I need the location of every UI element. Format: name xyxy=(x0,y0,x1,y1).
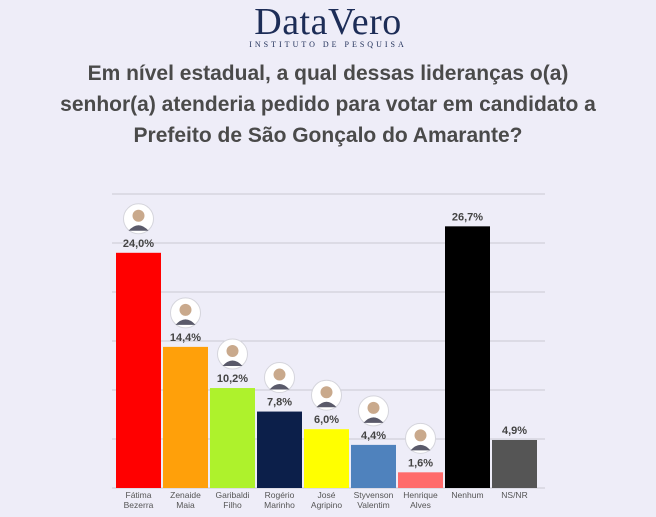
bar xyxy=(492,439,537,488)
data-label: 10,2% xyxy=(217,373,248,385)
brand-logo: DataVero INSTITUTO DE PESQUISA xyxy=(0,2,656,49)
bar xyxy=(163,346,208,488)
bar xyxy=(210,388,255,488)
category-label: Fátima xyxy=(126,490,152,500)
candidate-photo-body xyxy=(410,444,431,451)
chart-title: Em nível estadual, a qual dessas lideran… xyxy=(0,58,656,151)
category-label: Alves xyxy=(410,500,431,510)
category-label: Marinho xyxy=(264,500,295,510)
candidate-photo-body xyxy=(316,401,337,408)
data-label: 7,8% xyxy=(267,397,292,409)
category-label: Valentim xyxy=(357,500,389,510)
chart-title-line-1: Em nível estadual, a qual dessas lideran… xyxy=(87,62,569,85)
category-label: Agripino xyxy=(311,500,342,510)
category-label: Styvenson xyxy=(354,490,394,500)
bar xyxy=(398,472,443,488)
data-label: 6,0% xyxy=(314,414,339,426)
category-label: José xyxy=(318,490,336,500)
category-label: Garibaldi xyxy=(215,490,249,500)
category-label: Filho xyxy=(223,500,242,510)
chart-title-line-3: Prefeito de São Gonçalo do Amarante? xyxy=(133,124,523,147)
candidate-photo-body xyxy=(363,417,384,423)
candidate-photo-head xyxy=(273,368,286,381)
brand-subtitle: INSTITUTO DE PESQUISA xyxy=(249,40,407,49)
bar xyxy=(257,411,302,488)
data-label: 24,0% xyxy=(123,238,154,250)
candidate-photo-head xyxy=(179,303,192,316)
candidate-photo-head xyxy=(320,386,333,399)
category-label: Rogério xyxy=(265,490,295,500)
candidate-photo-head xyxy=(226,345,239,358)
data-label: 4,4% xyxy=(361,430,386,442)
data-label: 26,7% xyxy=(452,211,483,223)
category-label: Nenhum xyxy=(451,490,483,500)
category-label: Bezerra xyxy=(124,500,154,510)
chart-title-line-2: senhor(a) atenderia pedido para votar em… xyxy=(60,93,596,116)
bar xyxy=(116,252,161,488)
bar xyxy=(351,444,396,488)
candidate-photo-head xyxy=(132,209,145,222)
bar xyxy=(445,226,490,488)
data-label: 1,6% xyxy=(408,457,433,469)
data-label: 14,4% xyxy=(170,332,201,344)
bar xyxy=(304,429,349,488)
candidate-photo-head xyxy=(367,401,380,414)
candidate-photo-body xyxy=(175,319,196,325)
candidate-photo-body xyxy=(222,360,243,367)
category-label: Maia xyxy=(176,500,195,510)
candidate-photo-body xyxy=(128,225,149,231)
brand-name: DataVero xyxy=(254,1,402,43)
candidate-photo-body xyxy=(269,384,290,390)
category-label: Henrique xyxy=(403,490,438,500)
candidate-photo-head xyxy=(414,429,427,442)
category-label: NS/NR xyxy=(501,490,527,500)
data-label: 4,9% xyxy=(502,425,527,437)
category-label: Zenaide xyxy=(170,490,201,500)
